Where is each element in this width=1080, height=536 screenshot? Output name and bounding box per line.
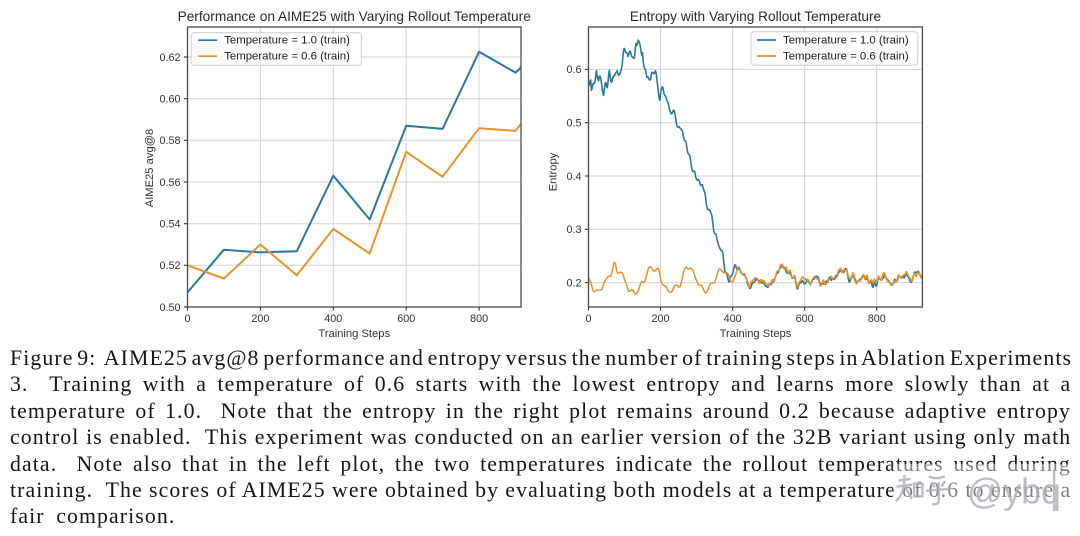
svg-text:0.56: 0.56 (159, 177, 180, 189)
svg-text:Temperature = 1.0 (train): Temperature = 1.0 (train) (783, 35, 909, 47)
svg-text:400: 400 (724, 313, 742, 325)
svg-text:0.60: 0.60 (159, 94, 180, 106)
svg-text:800: 800 (470, 313, 488, 325)
svg-text:600: 600 (796, 313, 814, 325)
svg-text:0.5: 0.5 (566, 118, 581, 130)
svg-text:0: 0 (585, 313, 591, 325)
svg-text:Training Steps: Training Steps (318, 328, 390, 340)
svg-text:Performance on AIME25 with Var: Performance on AIME25 with Varying Rollo… (178, 9, 531, 24)
svg-text:0: 0 (184, 313, 190, 325)
svg-text:@ybq: @ybq (967, 472, 1061, 512)
svg-text:Training Steps: Training Steps (720, 328, 792, 340)
svg-text:Temperature = 1.0 (train): Temperature = 1.0 (train) (224, 35, 350, 47)
svg-text:200: 200 (651, 313, 669, 325)
svg-text:400: 400 (324, 313, 342, 325)
svg-text:Entropy: Entropy (548, 152, 560, 191)
svg-text:0.54: 0.54 (159, 219, 180, 231)
svg-text:0.6: 0.6 (566, 64, 581, 76)
svg-text:0.2: 0.2 (566, 277, 581, 289)
svg-text:AIME25 avg@8: AIME25 avg@8 (144, 129, 156, 208)
svg-text:600: 600 (397, 313, 415, 325)
svg-text:Temperature = 0.6 (train): Temperature = 0.6 (train) (783, 51, 909, 63)
svg-text:0.52: 0.52 (159, 260, 180, 272)
svg-text:0.3: 0.3 (566, 224, 581, 236)
svg-text:0.4: 0.4 (566, 171, 581, 183)
svg-text:Temperature = 0.6 (train): Temperature = 0.6 (train) (224, 51, 350, 63)
svg-text:200: 200 (251, 313, 269, 325)
svg-text:800: 800 (868, 313, 886, 325)
svg-text:Entropy with Varying Rollout T: Entropy with Varying Rollout Temperature (630, 9, 881, 24)
svg-text:0.50: 0.50 (159, 302, 180, 314)
svg-text:0.62: 0.62 (159, 52, 180, 64)
svg-text:0.58: 0.58 (159, 135, 180, 147)
